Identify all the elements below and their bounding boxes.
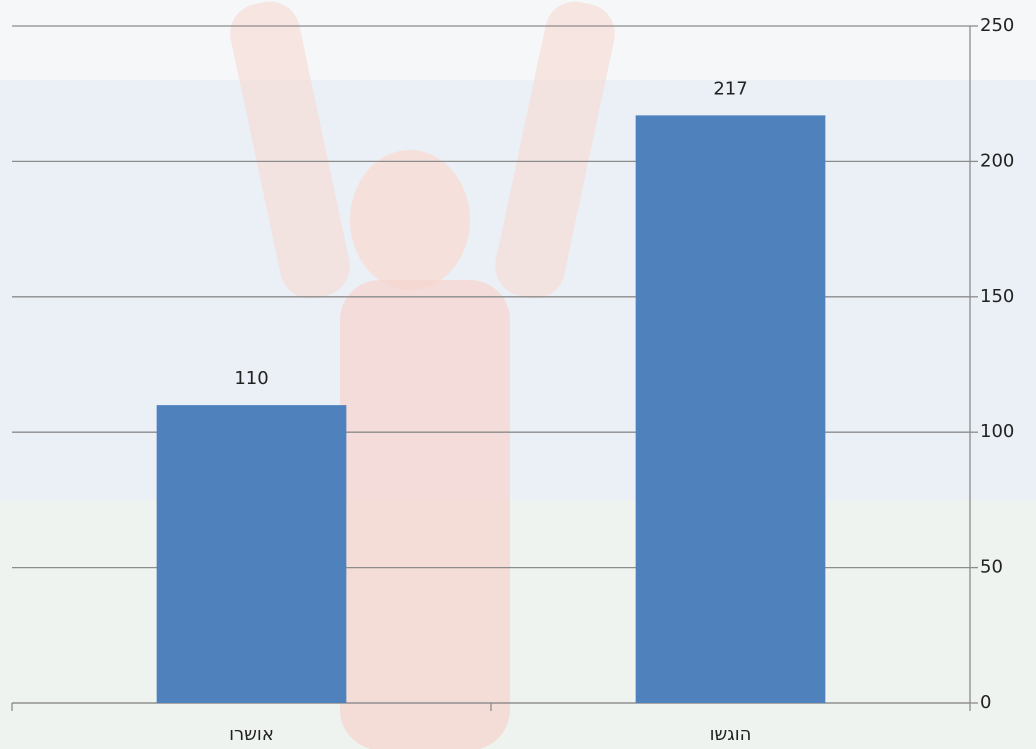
y-tick-label: 150: [980, 286, 1014, 307]
y-tick-label: 200: [980, 150, 1014, 171]
bar: [156, 405, 347, 703]
y-tick-label: 250: [980, 15, 1014, 36]
x-tick-label: אושרו: [229, 724, 274, 745]
data-label: 217: [713, 78, 747, 99]
y-tick-label: 50: [980, 557, 1003, 578]
y-tick-label: 100: [980, 421, 1014, 442]
y-tick-label: 0: [980, 692, 991, 713]
x-tick-label: הוגשו: [710, 724, 752, 745]
data-label: 110: [234, 368, 268, 389]
bar: [635, 115, 826, 703]
